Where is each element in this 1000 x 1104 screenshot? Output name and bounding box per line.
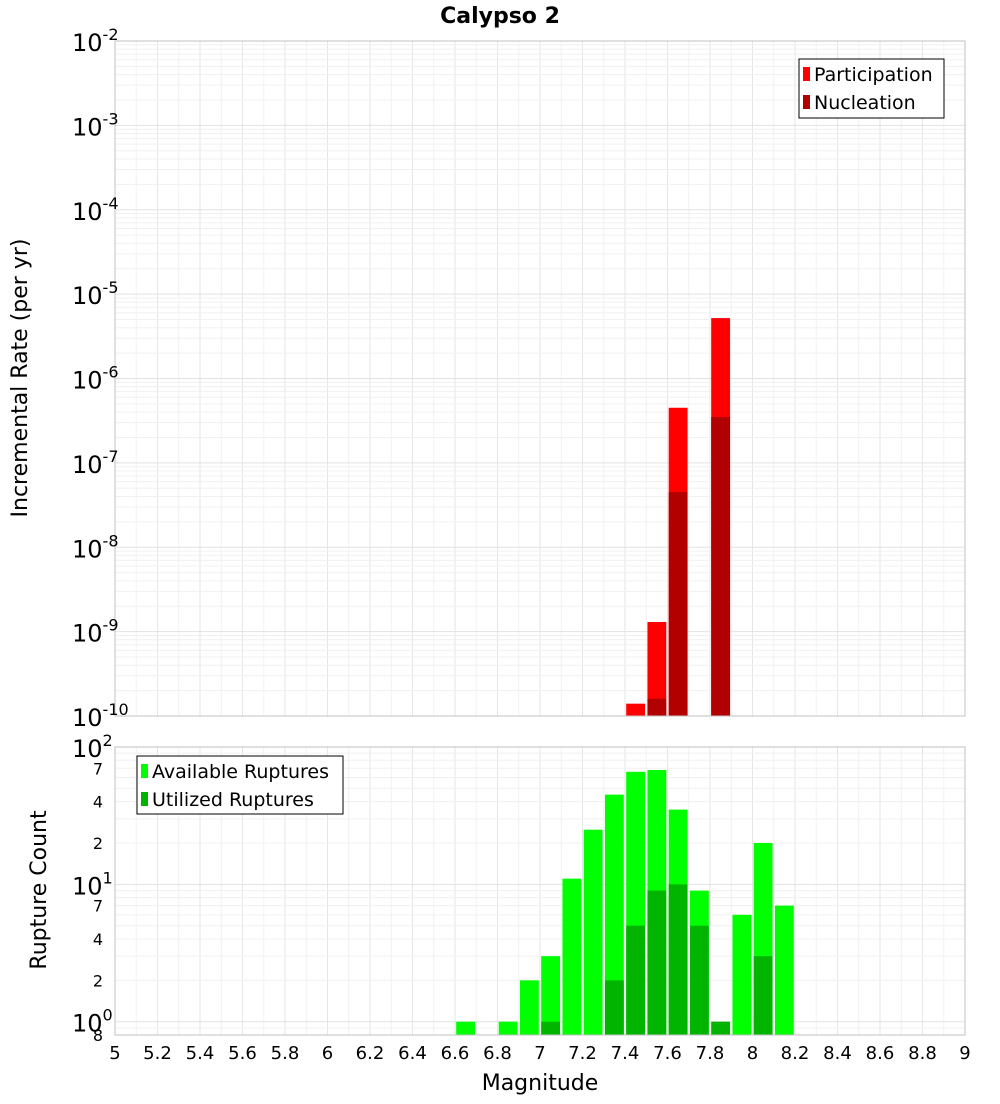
y-tick-label-minor: 2	[93, 834, 103, 853]
legend-label: Participation	[814, 64, 933, 86]
bar-utilized-ruptures	[753, 956, 773, 1035]
legend-swatch	[803, 95, 810, 109]
x-tick-label: 6	[322, 1043, 333, 1064]
y-tick-label: 10-4	[72, 194, 119, 226]
bar-available-ruptures	[774, 905, 794, 1035]
panel-1-bars	[626, 318, 731, 716]
bar-utilized-ruptures	[689, 925, 709, 1035]
bar-utilized-ruptures	[626, 925, 646, 1035]
panel-2-grid	[114, 747, 966, 1036]
bar-available-ruptures	[541, 956, 561, 1035]
top-y-axis-label: Incremental Rate (per yr)	[8, 239, 33, 518]
y-tick-label: 10-3	[72, 109, 119, 141]
panel-2-frame	[114, 746, 966, 1036]
legend-box	[136, 755, 344, 815]
y-tick-label: 10-6	[72, 363, 119, 395]
x-tick-label: 7.2	[568, 1043, 597, 1064]
x-tick-label: 5.4	[186, 1043, 215, 1064]
y-tick-label: 10-10	[72, 700, 129, 732]
panel-1-legend: Participation Nucleation	[798, 58, 945, 119]
x-tick-label: 5.2	[143, 1043, 172, 1064]
legend-label: Utilized Ruptures	[152, 789, 314, 811]
bar-available-ruptures	[498, 1021, 518, 1035]
panel-2-legend: Available Ruptures Utilized Ruptures	[136, 755, 344, 815]
y-tick-label: 100	[72, 1006, 113, 1038]
y-tick-label: 10-7	[72, 447, 119, 479]
panel-2-bars	[456, 770, 794, 1035]
y-tick-label-minor: 8	[93, 1026, 103, 1045]
x-tick-label: 5.6	[228, 1043, 257, 1064]
x-tick-label: 6.4	[398, 1043, 427, 1064]
bar-utilized-ruptures	[668, 884, 688, 1035]
x-tick-label: 7.6	[653, 1043, 682, 1064]
x-tick-label: 6.6	[441, 1043, 470, 1064]
x-tick-label: 8.8	[908, 1043, 937, 1064]
x-tick-label: 7.8	[696, 1043, 725, 1064]
x-tick-label: 5.8	[271, 1043, 300, 1064]
panel-1-grid	[114, 41, 966, 717]
x-tick-label: 8	[747, 1043, 758, 1064]
legend-label: Nucleation	[814, 92, 916, 114]
bar-participation	[647, 622, 667, 716]
y-tick-label: 10-2	[72, 25, 119, 57]
legend-swatch	[141, 764, 148, 778]
x-ticks: 5 5.2 5.4 5.6 5.8 6 6.2 6.4 6.6 6.8 7 7.2 7.4 7.6 7.8 8…	[109, 1043, 970, 1064]
legend-swatch	[803, 67, 810, 81]
panel-1-y-ticks: 10-2 10-3 10-4 10-5 10-6 10-7 10-8 10-9 10-10	[72, 25, 129, 732]
bar-nucleation	[668, 492, 688, 716]
bar-nucleation	[711, 416, 731, 716]
x-axis-label: Magnitude	[482, 1071, 599, 1096]
bar-available-ruptures	[456, 1021, 476, 1035]
y-tick-label: 10-5	[72, 278, 119, 310]
bar-participation	[626, 703, 646, 716]
x-tick-label: 6.2	[356, 1043, 385, 1064]
x-tick-label: 9	[959, 1043, 970, 1064]
bottom-y-axis-label: Rupture Count	[27, 810, 52, 970]
bar-nucleation	[647, 698, 667, 716]
x-tick-label: 8.6	[866, 1043, 895, 1064]
y-tick-label-minor: 7	[93, 759, 103, 778]
y-tick-label-minor: 4	[93, 930, 103, 949]
panel-1-frame	[114, 40, 966, 717]
bar-available-ruptures	[732, 914, 752, 1035]
bar-utilized-ruptures	[541, 1021, 561, 1035]
legend-label: Available Ruptures	[152, 761, 329, 783]
x-tick-label: 6.8	[483, 1043, 512, 1064]
bar-utilized-ruptures	[647, 890, 667, 1035]
x-tick-label: 7	[534, 1043, 545, 1064]
y-tick-label-minor: 4	[93, 793, 103, 812]
x-tick-label: 5	[109, 1043, 120, 1064]
y-tick-label-minor: 2	[93, 971, 103, 990]
y-tick-label-minor: 7	[93, 897, 103, 916]
bar-available-ruptures	[604, 794, 624, 1035]
x-tick-label: 8.2	[781, 1043, 810, 1064]
bar-available-ruptures	[583, 829, 603, 1035]
chart-title: Calypso 2	[440, 4, 560, 29]
y-tick-label: 101	[72, 868, 113, 900]
x-tick-label: 7.4	[611, 1043, 640, 1064]
legend-swatch	[141, 792, 148, 806]
bar-available-ruptures	[562, 878, 582, 1035]
bar-utilized-ruptures	[711, 1021, 731, 1035]
x-tick-label: 8.4	[823, 1043, 852, 1064]
bar-available-ruptures	[519, 980, 539, 1035]
y-tick-label: 10-9	[72, 616, 119, 648]
bar-utilized-ruptures	[604, 980, 624, 1035]
y-tick-label: 10-8	[72, 531, 119, 563]
y-tick-label: 102	[72, 731, 113, 763]
legend-box	[798, 58, 945, 119]
